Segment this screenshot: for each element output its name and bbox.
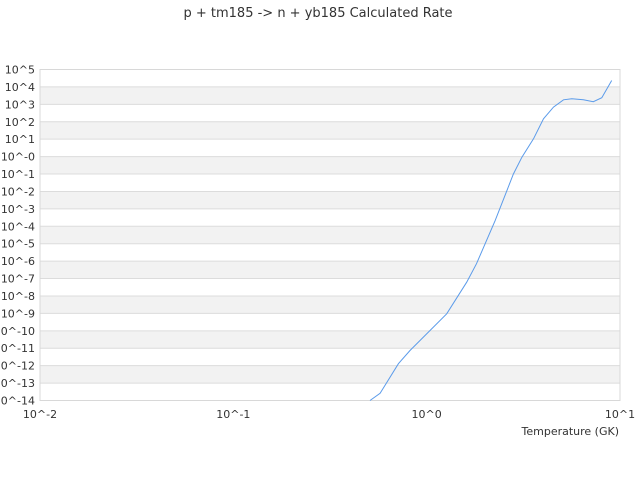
y-tick-label: 10^-3 [1, 203, 35, 216]
grid-band [40, 295, 620, 314]
y-tick-label: 10^-5 [1, 238, 35, 251]
grid-band [40, 348, 620, 366]
grid-band [40, 330, 620, 349]
x-tick-label: 10^1 [605, 408, 635, 421]
grid-band [40, 191, 620, 209]
grid-band [40, 313, 620, 331]
y-tick-label: 10^2 [5, 116, 35, 129]
x-tick-label: 10^0 [412, 408, 442, 421]
x-tick-label: 10^-1 [216, 408, 250, 421]
y-tick-label: 10^-14 [0, 395, 35, 408]
y-tick-label: 10^4 [5, 81, 35, 94]
y-tick-label: 10^1 [5, 133, 35, 146]
grid-band [40, 261, 620, 279]
grid-band [40, 86, 620, 105]
grid-band [40, 121, 620, 140]
y-tick-label: 10^-0 [1, 151, 35, 164]
x-axis-labels: 10^-2 10^-1 10^0 10^1 [23, 408, 635, 421]
rate-series-line [369, 80, 613, 401]
y-tick-label: 10^3 [5, 98, 35, 111]
grid-band [40, 226, 620, 244]
y-tick-label: 10^-9 [1, 307, 35, 320]
grid-band [40, 156, 620, 175]
x-tick-label: 10^-2 [23, 408, 57, 421]
y-tick-label: 10^-4 [1, 220, 35, 233]
grid-band [40, 104, 620, 122]
grid-band [40, 365, 620, 384]
grid-bands [40, 69, 620, 401]
y-tick-label: 10^-6 [1, 255, 35, 268]
y-tick-label: 10^-7 [1, 273, 35, 286]
y-tick-label: 10^-2 [1, 185, 35, 198]
grid-band [40, 278, 620, 296]
grid-band [40, 243, 620, 262]
y-tick-label: 10^-10 [0, 325, 35, 338]
x-axis-title: Temperature (GK) [521, 425, 620, 438]
grid-band [40, 139, 620, 157]
grid-band [40, 174, 620, 192]
y-tick-label: 10^5 [5, 64, 35, 77]
y-tick-label: 10^-13 [0, 377, 35, 390]
chart-title: p + tm185 -> n + yb185 Calculated Rate [183, 6, 452, 21]
y-tick-label: 10^-12 [0, 360, 35, 373]
grid-band [40, 383, 620, 401]
y-axis-labels: 10^5 10^4 10^3 10^2 10^1 10^-0 10^-1 10^-2 10^-3… [0, 64, 35, 408]
y-tick-label: 10^-1 [1, 168, 35, 181]
plot-frame [39, 69, 621, 401]
grid-band [40, 208, 620, 227]
y-tick-label: 10^-8 [1, 290, 35, 303]
grid-band [40, 69, 620, 87]
y-tick-label: 10^-11 [0, 342, 35, 355]
